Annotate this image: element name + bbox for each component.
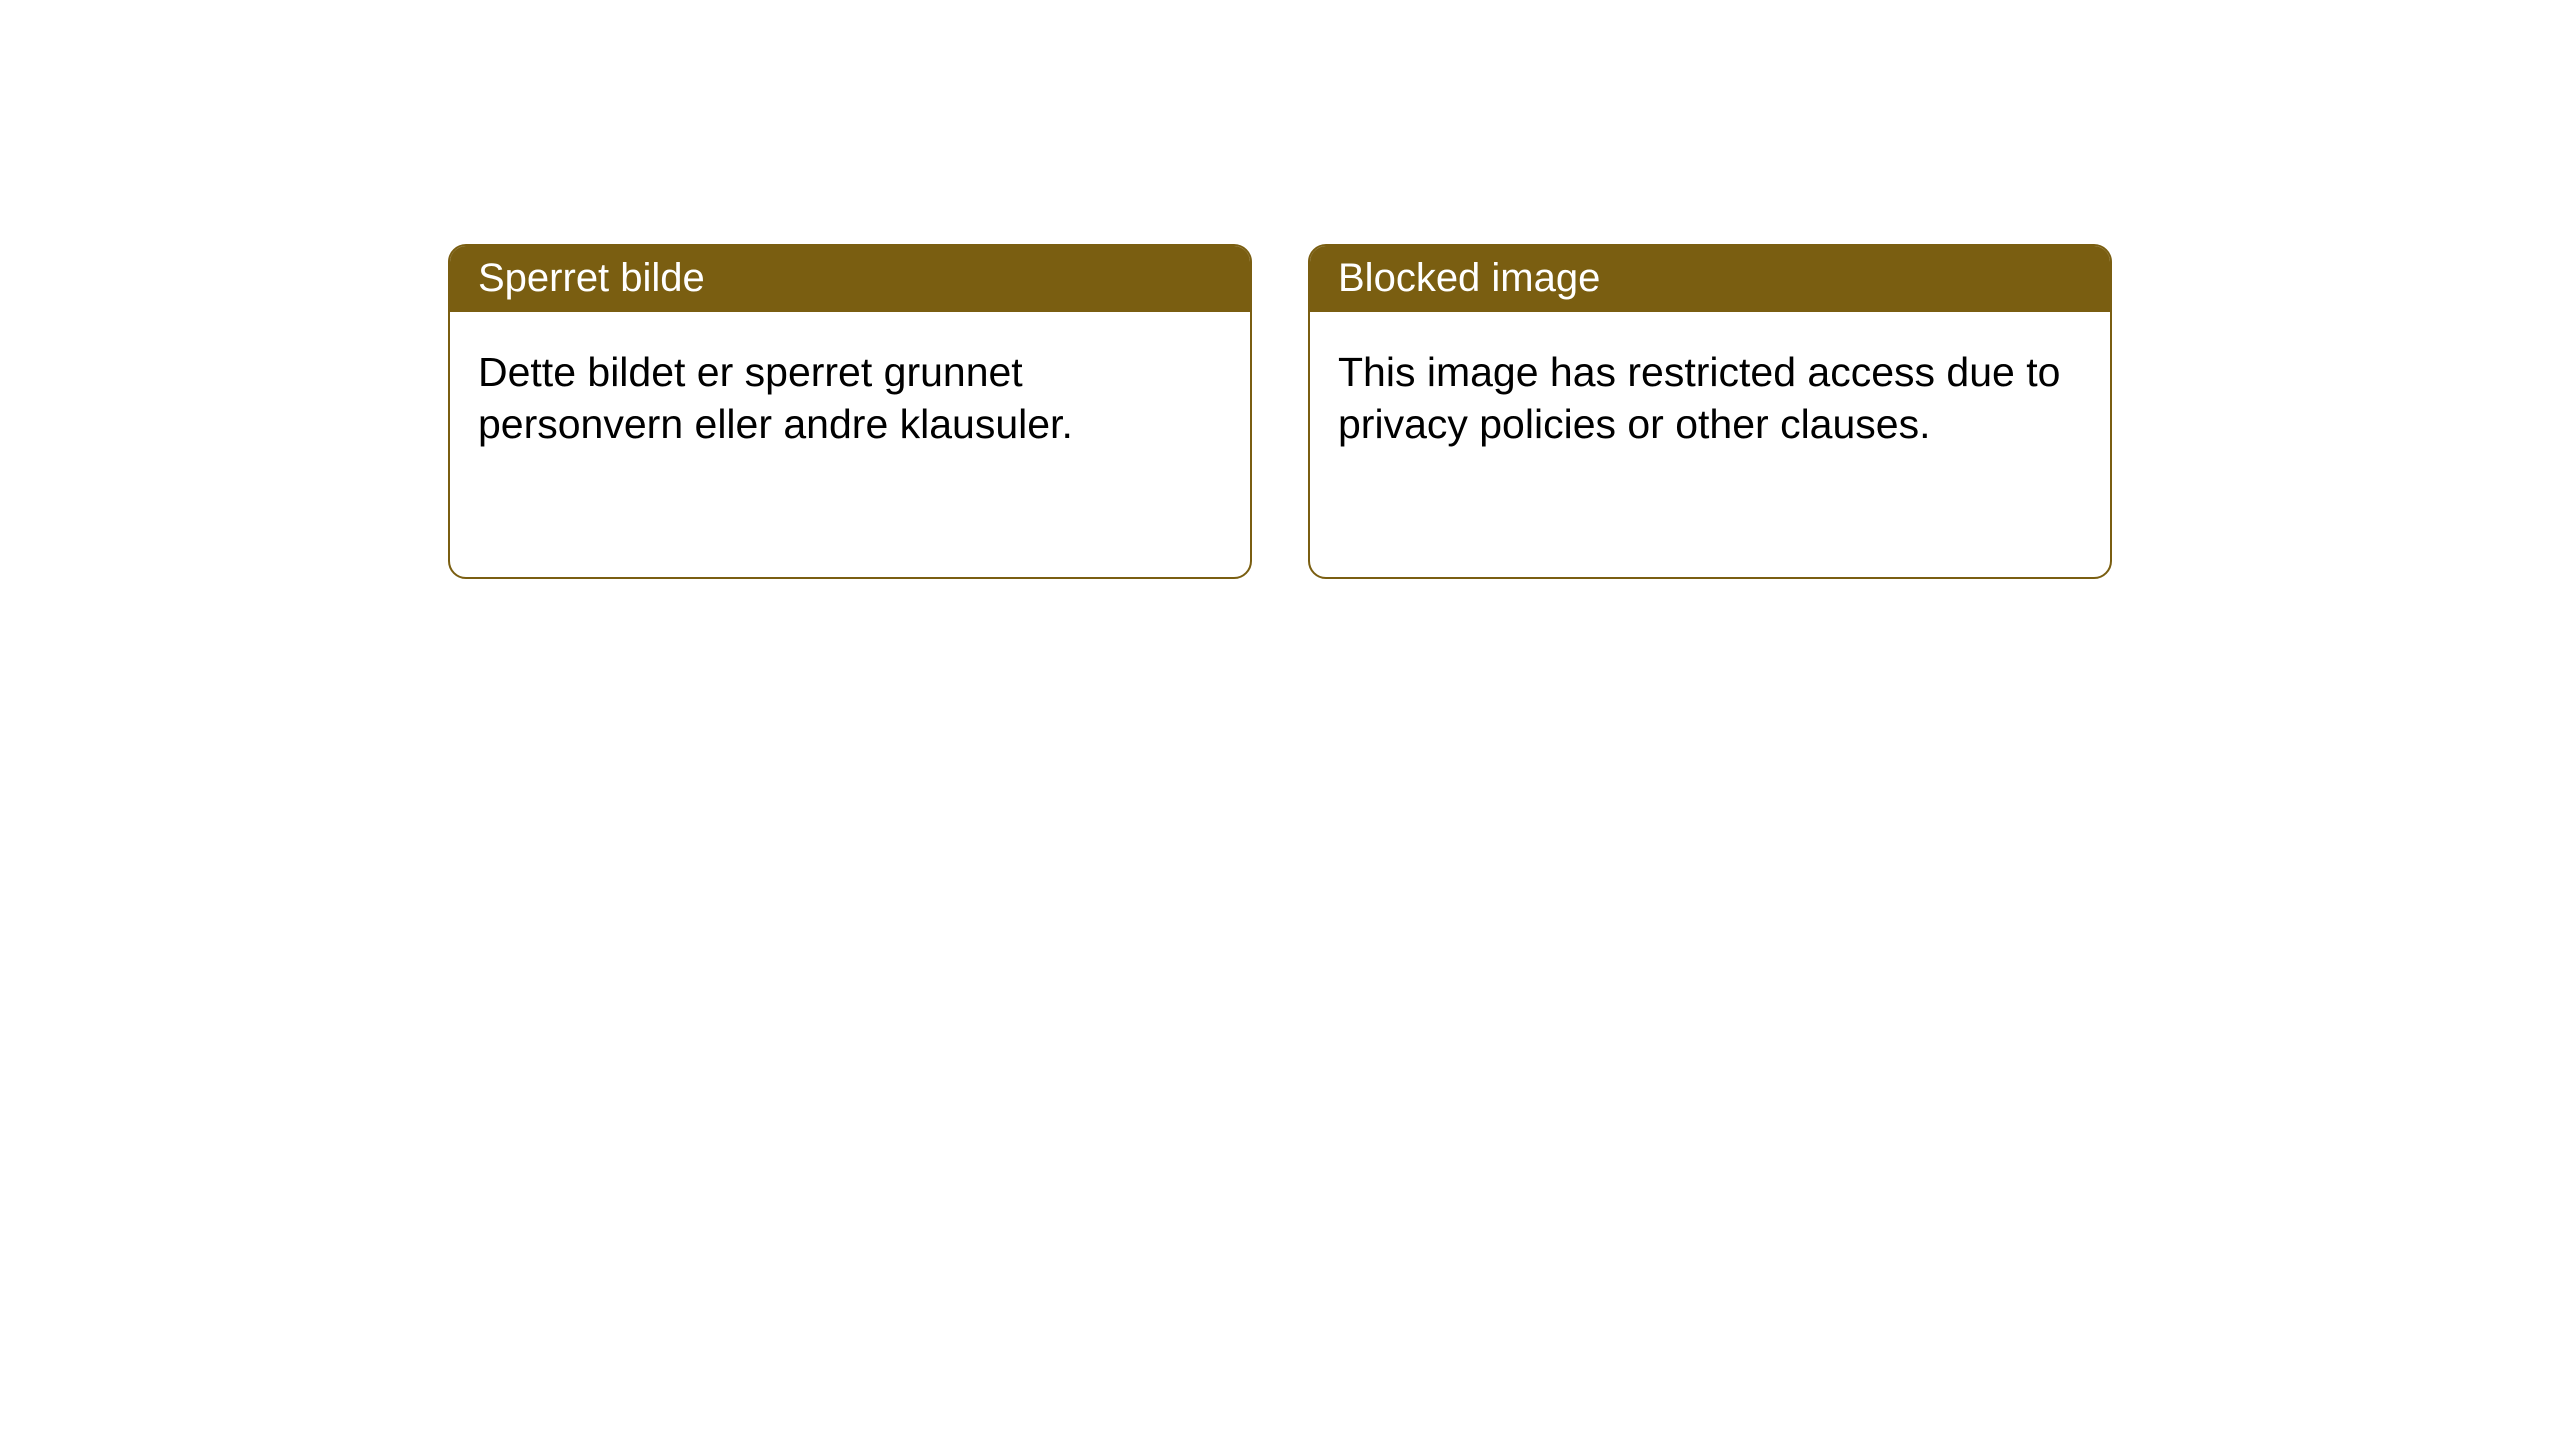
card-body-text: This image has restricted access due to … [1338,349,2060,447]
card-title: Blocked image [1338,256,1600,300]
card-title: Sperret bilde [478,256,705,300]
blocked-image-card-norwegian: Sperret bilde Dette bildet er sperret gr… [448,244,1252,579]
blocked-image-card-english: Blocked image This image has restricted … [1308,244,2112,579]
card-body-text: Dette bildet er sperret grunnet personve… [478,349,1073,447]
card-header: Sperret bilde [450,246,1250,312]
cards-container: Sperret bilde Dette bildet er sperret gr… [0,0,2560,579]
card-body: This image has restricted access due to … [1310,312,2110,485]
card-body: Dette bildet er sperret grunnet personve… [450,312,1250,485]
card-header: Blocked image [1310,246,2110,312]
